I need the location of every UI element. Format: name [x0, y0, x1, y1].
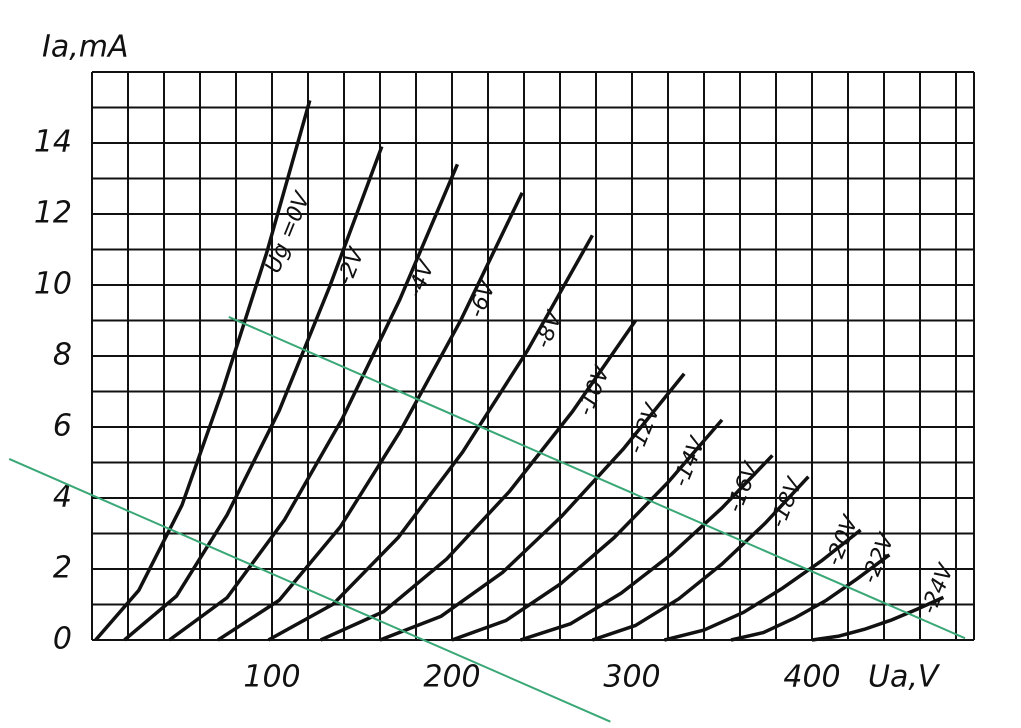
y-tick-label: 4 — [53, 480, 72, 515]
curve — [591, 475, 810, 642]
curve — [379, 372, 686, 642]
curve-label: -24V — [917, 559, 960, 617]
x-tick-label: 100 — [243, 660, 300, 695]
y-tick-label: 6 — [53, 409, 72, 444]
curve-label: -6V — [464, 276, 502, 321]
curve-label: -22V — [857, 529, 900, 587]
x-tick-label: 200 — [423, 660, 480, 695]
curve — [663, 528, 862, 642]
y-tick-label: 12 — [34, 196, 72, 231]
y-tick-label: 8 — [53, 338, 72, 373]
load-line — [8, 458, 611, 723]
y-tick-label: 14 — [34, 125, 72, 160]
y-tick-label: 10 — [34, 267, 72, 302]
curve — [267, 234, 594, 642]
curve — [123, 145, 384, 642]
curve-label: -10V — [573, 361, 616, 419]
curve — [217, 191, 524, 642]
curve — [319, 319, 638, 642]
curve — [519, 454, 774, 642]
curve — [811, 595, 945, 642]
curve — [730, 553, 891, 642]
x-tick-label: 400 — [783, 660, 840, 695]
x-axis-label: Ua,V — [868, 660, 941, 695]
curve-label: -4V — [403, 256, 441, 301]
curve — [94, 99, 312, 642]
curve-label: -16V — [722, 458, 765, 516]
curve-label: -20V — [821, 511, 864, 569]
load-line — [228, 316, 966, 640]
y-tick-label: 2 — [53, 551, 72, 586]
x-tick-label: 300 — [603, 660, 660, 695]
y-tick-label: 0 — [53, 622, 72, 657]
curve-label: -12V — [623, 399, 666, 457]
curve — [168, 163, 460, 642]
curve — [451, 418, 724, 642]
y-axis-label: Ia,mA — [42, 30, 129, 65]
curve-label: -8V — [531, 307, 569, 352]
